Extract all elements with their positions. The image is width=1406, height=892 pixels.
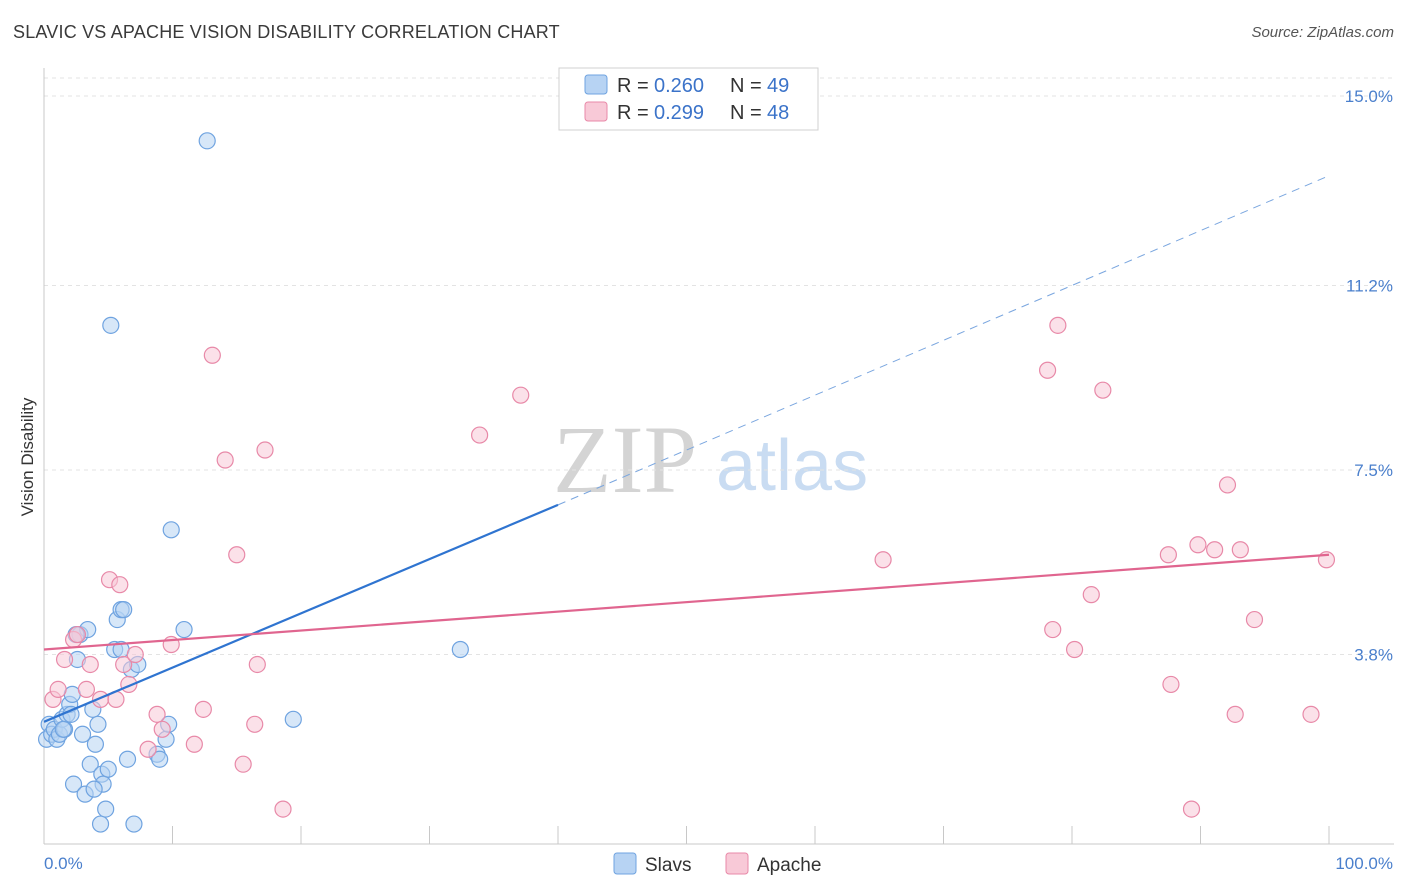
point-apache — [126, 645, 144, 664]
point-slavs — [86, 735, 105, 753]
point-apache — [1218, 476, 1237, 494]
legend-r-label: R = — [617, 75, 649, 97]
point-slavs — [81, 755, 99, 773]
point-apache — [153, 720, 171, 738]
trend-lines — [43, 175, 1330, 723]
point-apache — [139, 740, 157, 758]
point-slavs — [85, 780, 103, 798]
x-tick-label-max: 100.0% — [1335, 854, 1393, 873]
point-apache — [234, 755, 252, 773]
x-axis-ticks — [43, 826, 1330, 844]
point-slavs — [284, 710, 302, 728]
x-tick-label-min: 0.0% — [44, 854, 83, 873]
series-legend: Slavs Apache — [613, 852, 821, 876]
point-apache — [274, 800, 292, 818]
point-apache — [1302, 705, 1320, 723]
point-slavs — [99, 760, 117, 778]
point-slavs — [125, 815, 143, 833]
point-apache — [512, 386, 530, 404]
point-apache — [1159, 546, 1177, 564]
point-slavs — [64, 775, 83, 793]
point-apache — [1226, 705, 1244, 723]
point-apache — [148, 705, 166, 723]
point-apache — [246, 715, 264, 733]
point-slavs — [451, 640, 469, 659]
legend-r-value: 0.299 — [654, 102, 704, 124]
y-tick-label: 15.0% — [1345, 87, 1393, 106]
point-slavs — [97, 800, 115, 818]
point-slavs — [115, 601, 133, 619]
legend-label-apache: Apache — [757, 855, 821, 876]
legend-r-label: R = — [617, 102, 649, 124]
legend-swatch-slavs — [584, 74, 608, 95]
point-apache — [1065, 640, 1084, 659]
point-slavs — [175, 620, 193, 639]
point-apache — [1044, 620, 1062, 639]
point-slavs — [162, 521, 180, 539]
chart-source: Source: ZipAtlas.com — [1251, 24, 1394, 41]
point-apache — [68, 625, 87, 644]
correlation-legend: R = 0.260 N = 49 R = 0.299 N = 48 — [558, 67, 819, 131]
point-slavs — [89, 715, 107, 733]
point-apache — [248, 655, 266, 674]
legend-swatch-apache — [725, 852, 749, 875]
point-apache — [1049, 316, 1067, 334]
point-apache — [471, 426, 489, 444]
point-apache — [1094, 381, 1112, 399]
point-apache — [1082, 586, 1100, 604]
point-apache — [1162, 675, 1180, 694]
trend-line-apache — [43, 553, 1330, 651]
point-apache — [55, 650, 74, 669]
point-apache — [1245, 610, 1264, 629]
point-apache — [228, 546, 246, 564]
point-apache — [874, 551, 892, 569]
chart-title: SLAVIC VS APACHE VISION DISABILITY CORRE… — [13, 22, 560, 42]
point-apache — [49, 680, 67, 699]
y-tick-label: 11.2% — [1346, 276, 1393, 295]
point-apache — [1231, 541, 1249, 559]
legend-n-label: N = — [730, 75, 762, 97]
point-apache — [1182, 800, 1201, 818]
point-apache — [111, 576, 129, 594]
point-slavs — [73, 725, 92, 743]
legend-r-value: 0.260 — [654, 75, 704, 97]
point-slavs — [151, 750, 169, 768]
y-tick-label: 7.5% — [1354, 461, 1393, 480]
watermark-zip: ZIP — [553, 406, 697, 513]
point-apache — [194, 700, 212, 718]
trend-line-extension-slavs — [557, 175, 1330, 506]
point-apache — [1038, 361, 1057, 379]
point-apache — [115, 655, 133, 674]
point-slavs — [102, 316, 120, 334]
legend-swatch-slavs — [613, 852, 637, 875]
legend-label-slavs: Slavs — [645, 855, 691, 876]
point-apache — [185, 735, 203, 753]
point-slavs — [198, 132, 216, 150]
point-apache — [77, 680, 96, 699]
point-apache — [81, 655, 99, 674]
point-slavs — [118, 750, 137, 768]
legend-n-label: N = — [730, 102, 762, 124]
trend-line-slavs — [43, 503, 559, 723]
legend-swatch-apache — [584, 101, 608, 122]
legend-n-value: 49 — [767, 75, 789, 97]
point-apache — [203, 346, 221, 364]
point-slavs — [91, 815, 110, 833]
y-axis-title: Vision Disability — [18, 397, 37, 516]
gridlines — [44, 77, 1394, 655]
y-axis-tick-labels: 3.8% 7.5% 11.2% 15.0% — [1345, 87, 1393, 665]
point-apache — [256, 441, 274, 459]
point-apache — [216, 451, 234, 469]
y-tick-label: 3.8% — [1354, 645, 1393, 664]
point-apache — [1206, 541, 1224, 559]
point-slavs — [54, 720, 72, 738]
legend-n-value: 48 — [767, 102, 789, 124]
point-apache — [1189, 536, 1207, 554]
watermark-atlas: atlas — [716, 426, 868, 506]
data-points — [37, 132, 1336, 833]
